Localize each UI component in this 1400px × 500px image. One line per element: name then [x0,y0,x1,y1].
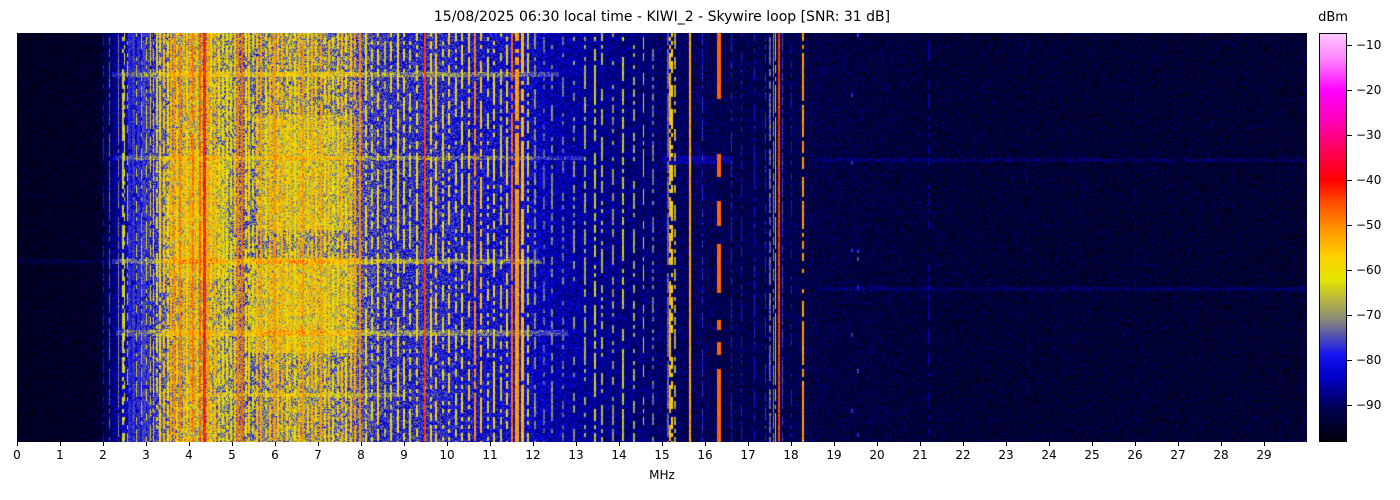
colorbar-tick-label: −30 [1356,128,1382,143]
colorbar-tick-mark [1347,180,1352,182]
x-tick-mark [533,442,534,446]
x-tick-label: 11 [482,448,498,462]
x-tick-mark [189,442,190,446]
x-tick-mark [1178,442,1179,446]
x-tick-label: 3 [142,448,150,462]
x-tick-label: 15 [654,448,670,462]
x-tick-mark [17,442,18,446]
x-tick-mark [748,442,749,446]
x-tick-mark [705,442,706,446]
x-tick-label: 9 [400,448,408,462]
x-tick-label: 10 [439,448,455,462]
x-tick-mark [662,442,663,446]
x-tick-label: 25 [1084,448,1100,462]
x-tick-mark [877,442,878,446]
colorbar-tick-mark [1347,270,1352,272]
colorbar-tick-mark [1347,135,1352,137]
x-tick-label: 20 [869,448,885,462]
colorbar-tick-mark [1347,405,1352,407]
colorbar-tick-label: −80 [1356,353,1382,368]
colorbar-tick-mark [1347,225,1352,227]
x-axis-label: MHz [649,468,675,482]
x-tick-label: 4 [185,448,193,462]
x-tick-label: 12 [525,448,541,462]
x-tick-label: 19 [826,448,842,462]
colorbar-gradient [1320,34,1346,441]
x-tick-label: 28 [1213,448,1229,462]
x-tick-mark [1135,442,1136,446]
colorbar-unit-label: dBm [1318,10,1348,25]
x-tick-mark [60,442,61,446]
x-tick-mark [275,442,276,446]
x-tick-label: 21 [912,448,928,462]
colorbar-tick-label: −60 [1356,263,1382,278]
x-tick-mark [1221,442,1222,446]
x-tick-label: 26 [1127,448,1143,462]
colorbar-tick-label: −10 [1356,38,1382,53]
x-tick-label: 14 [611,448,627,462]
x-tick-label: 5 [228,448,236,462]
x-tick-label: 0 [13,448,21,462]
colorbar-tick-label: −50 [1356,218,1382,233]
colorbar-tick-label: −90 [1356,398,1382,413]
x-tick-mark [1049,442,1050,446]
x-tick-label: 24 [1041,448,1057,462]
x-tick-label: 16 [697,448,713,462]
x-tick-label: 8 [357,448,365,462]
x-tick-mark [791,442,792,446]
colorbar [1319,33,1347,442]
colorbar-tick-mark [1347,360,1352,362]
x-tick-label: 1 [56,448,64,462]
colorbar-tick-label: −40 [1356,173,1382,188]
x-tick-label: 22 [955,448,971,462]
spectrogram-canvas [17,33,1307,442]
x-tick-mark [490,442,491,446]
x-tick-mark [318,442,319,446]
x-tick-mark [619,442,620,446]
x-tick-label: 27 [1170,448,1186,462]
colorbar-tick-mark [1347,315,1352,317]
colorbar-tick-mark [1347,90,1352,92]
colorbar-tick-label: −70 [1356,308,1382,323]
x-tick-mark [404,442,405,446]
x-tick-label: 7 [314,448,322,462]
figure-title: 15/08/2025 06:30 local time - KIWI_2 - S… [433,9,891,25]
x-tick-label: 29 [1256,448,1272,462]
x-tick-mark [146,442,147,446]
x-tick-mark [103,442,104,446]
x-tick-mark [1264,442,1265,446]
x-tick-mark [232,442,233,446]
x-tick-label: 18 [783,448,799,462]
x-tick-mark [361,442,362,446]
x-tick-mark [920,442,921,446]
colorbar-tick-mark [1347,45,1352,47]
x-tick-mark [963,442,964,446]
x-tick-label: 23 [998,448,1014,462]
x-tick-mark [1092,442,1093,446]
x-tick-mark [834,442,835,446]
x-tick-label: 17 [740,448,756,462]
x-tick-label: 6 [271,448,279,462]
x-tick-label: 2 [99,448,107,462]
x-tick-mark [576,442,577,446]
x-tick-mark [1006,442,1007,446]
colorbar-tick-label: −20 [1356,83,1382,98]
x-tick-label: 13 [568,448,584,462]
x-tick-mark [447,442,448,446]
